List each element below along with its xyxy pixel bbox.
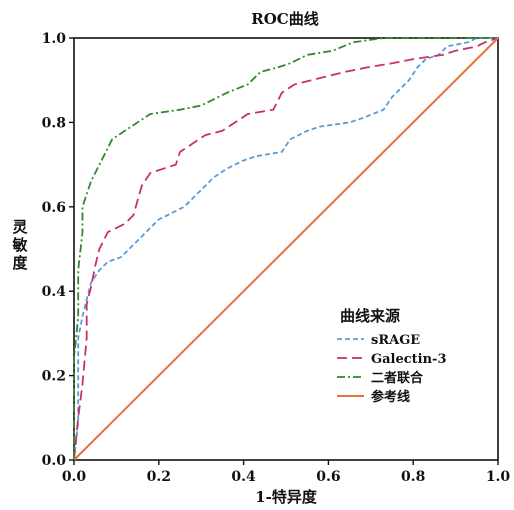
y-tick-label: 0.4 [42,284,67,300]
legend-title: 曲线来源 [340,307,400,325]
series-line-3 [73,37,499,461]
x-tick-label: 0.2 [147,469,171,485]
chart-title: ROC曲线 [251,10,318,28]
x-tick-label: 0.6 [316,469,340,485]
y-tick-label: 1.0 [42,31,67,47]
y-tick-label: 0.8 [42,115,66,131]
y-tick-label: 0.6 [42,200,66,216]
y-tick-label: 0.0 [42,453,67,469]
series-line-0 [73,37,498,461]
y-axis-ticks: 0.0 0.2 0.4 0.6 0.8 1.0 [42,31,74,469]
plot-frame [73,37,499,461]
x-axis-ticks: 0.0 0.2 0.4 0.6 0.8 1.0 [62,460,511,485]
x-tick-label: 1.0 [486,469,511,485]
y-tick-label: 0.2 [42,369,66,385]
legend-label-0: sRAGE [371,333,420,348]
y-axis-label-char: 敏 [11,236,28,254]
x-tick-label: 0.4 [231,469,256,485]
legend-label-1: Galectin-3 [371,352,447,367]
y-axis-label: 灵敏度 [11,218,28,272]
x-axis-label: 1-特异度 [255,488,318,506]
series-layer [73,37,499,461]
series-line-2 [73,37,498,460]
y-axis-label-char: 度 [12,254,28,272]
x-tick-label: 0.0 [62,469,87,485]
plot-area [73,37,499,461]
legend-label-3: 参考线 [371,389,410,405]
x-tick-label: 0.8 [401,469,425,485]
legend-label-2: 二者联合 [371,370,424,386]
y-axis-label-char: 灵 [12,218,28,236]
series-line-1 [73,37,499,461]
